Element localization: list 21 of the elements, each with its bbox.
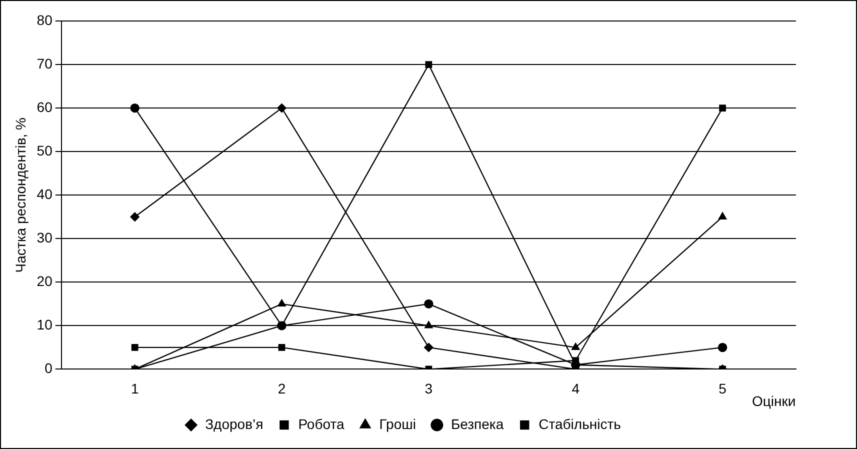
y-tick-label: 50 [36, 142, 53, 158]
x-tick-label: 4 [572, 380, 580, 396]
x-axis-title: Оцінки [752, 392, 796, 409]
y-tick-label: 60 [36, 98, 53, 115]
y-tick-label: 30 [36, 229, 53, 246]
y-tick-label: 40 [36, 186, 53, 202]
x-tick-label: 3 [424, 380, 433, 396]
legend-label: Стабільність [538, 416, 621, 432]
y-tick-label: 20 [36, 273, 53, 290]
legend-label: Здоров’я [205, 416, 264, 432]
x-tick-label: 1 [130, 380, 139, 396]
y-tick-label: 80 [36, 12, 53, 28]
legend-label: Безпека [450, 416, 504, 432]
x-tick-label: 5 [718, 380, 727, 396]
x-tick-label: 2 [278, 380, 286, 396]
legend-label: Гроші [379, 416, 416, 432]
legend-label: Робота [298, 416, 344, 432]
y-tick-label: 70 [36, 55, 53, 72]
y-tick-label: 10 [36, 316, 53, 333]
y-tick-label: 0 [44, 360, 53, 376]
y-axis-title: Частка респондентів, % [12, 118, 28, 273]
